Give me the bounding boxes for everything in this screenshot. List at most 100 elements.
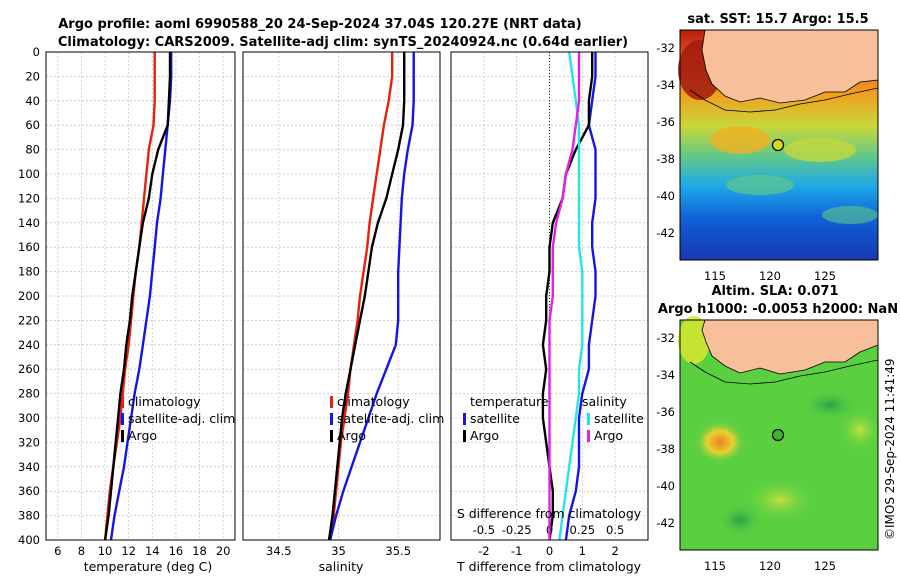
sla-map <box>678 316 882 551</box>
sla-isobath <box>689 359 879 385</box>
map-lat-label: -34 <box>656 368 675 382</box>
x-tick-label: 10 <box>98 544 113 558</box>
x-tick-label: 0 <box>546 544 553 558</box>
series-line-satellite-adj-clim <box>109 52 173 541</box>
plot-frame <box>242 51 441 541</box>
map-lon-label: 115 <box>704 269 726 283</box>
legend-label-climatology: climatology <box>337 394 410 409</box>
difference-xlabel: T difference from climatology <box>456 559 642 574</box>
map-lat-label: -32 <box>656 331 675 345</box>
sst-mid-patch <box>822 206 878 224</box>
legend-swatch-climatology <box>330 396 333 408</box>
legend-title-temperature: temperature <box>470 394 549 409</box>
sst-map-ticks: 115 120 125 -32 -34 -36 -38 -40 -42 <box>656 41 836 283</box>
sst-map <box>678 29 879 261</box>
legend-swatch-argo <box>121 430 124 442</box>
salinity-diff-tick-label: -0.5 <box>473 523 495 537</box>
x-tick-label: 6 <box>54 544 61 558</box>
x-tick-label: 8 <box>78 544 85 558</box>
x-tick-label: 2 <box>612 544 619 558</box>
temperature-legend: climatology satellite-adj. clim Argo <box>121 394 235 443</box>
sst-map-frame <box>679 29 879 261</box>
y-tick-label: 160 <box>18 240 40 254</box>
sst-isobath <box>689 87 879 113</box>
sst-land <box>701 29 879 104</box>
map-lat-label: -42 <box>656 516 675 530</box>
map-lat-label: -36 <box>656 115 675 129</box>
x-tick-label: 35.5 <box>385 544 411 558</box>
legend-label-s-satellite: satellite <box>594 411 644 426</box>
plot-frame <box>450 51 649 541</box>
salinity-panel: 34.5 35 35.5 <box>242 51 441 558</box>
figure-title-line1: Argo profile: aoml 6990588_20 24-Sep-202… <box>58 17 582 32</box>
legend-label-s-argo: Argo <box>594 428 623 443</box>
legend-label-t-satellite: satellite <box>470 411 520 426</box>
y-tick-label: 340 <box>18 460 40 474</box>
y-tick-label: 300 <box>18 411 40 425</box>
map-lat-label: -32 <box>656 41 675 55</box>
legend-label-t-argo: Argo <box>470 428 499 443</box>
legend-title-salinity: salinity <box>582 394 627 409</box>
y-tick-label: 200 <box>18 289 40 303</box>
credit-text: ©IMOS 29-Sep-2024 11:41:49 <box>883 358 897 540</box>
map-lon-label: 115 <box>704 559 726 573</box>
map-lat-label: -40 <box>656 189 675 203</box>
sla-map-ticks: 115 120 125 -32 -34 -36 -38 -40 -42 <box>656 331 836 573</box>
map-lon-label: 120 <box>759 559 781 573</box>
series-line-s-argo <box>548 52 581 540</box>
y-tick-label: 40 <box>25 94 40 108</box>
legend-swatch-t-argo <box>463 430 466 442</box>
sla-map-frame <box>679 319 879 551</box>
sla-float-marker <box>771 428 785 442</box>
salinity-diff-tick-label: -0.25 <box>502 523 532 537</box>
difference-toplabel: S difference from climatology <box>457 506 642 521</box>
y-tick-label: 240 <box>18 338 40 352</box>
y-tick-label: 20 <box>25 69 40 83</box>
sla-map-title1: Altim. SLA: 0.071 <box>712 284 839 299</box>
sst-warm-patch <box>784 138 856 162</box>
x-tick-label: 35 <box>331 544 346 558</box>
x-tick-label: 14 <box>145 544 160 558</box>
x-tick-label: 1 <box>579 544 586 558</box>
y-tick-label: 220 <box>18 313 40 327</box>
sla-low-patch <box>800 389 860 421</box>
series-line-satellite-adj-clim <box>329 52 415 541</box>
y-tick-label: 360 <box>18 484 40 498</box>
x-tick-label: 34.5 <box>266 544 292 558</box>
map-lon-label: 125 <box>814 559 836 573</box>
y-tick-label: 180 <box>18 265 40 279</box>
difference-panel: -2 -1 0 1 2-0.5 -0.25 0 0.25 0.5 <box>450 51 649 558</box>
series-line-argo <box>327 52 406 541</box>
map-lat-label: -38 <box>656 152 675 166</box>
figure-title-line2: Climatology: CARS2009. Satellite-adj cli… <box>58 35 628 50</box>
y-tick-label: 280 <box>18 387 40 401</box>
legend-label-argo: Argo <box>337 428 366 443</box>
sst-float-marker <box>771 138 785 152</box>
y-tick-label: 120 <box>18 191 40 205</box>
legend-label-argo: Argo <box>128 428 157 443</box>
plot-frame <box>45 51 236 541</box>
map-lon-label: 120 <box>759 269 781 283</box>
legend-swatch-argo <box>330 430 333 442</box>
sla-high-patch <box>838 408 882 452</box>
legend-swatch-satellite <box>121 413 124 425</box>
map-lon-label: 125 <box>814 269 836 283</box>
legend-swatch-s-argo <box>587 430 590 442</box>
series-line-argo <box>103 52 172 541</box>
legend-label-climatology: climatology <box>128 394 201 409</box>
map-lat-label: -36 <box>656 405 675 419</box>
y-tick-label: 100 <box>18 167 40 181</box>
sla-map-title2: Argo h1000: -0.0053 h2000: NaN <box>658 302 898 317</box>
series-line-s-satellite <box>558 51 584 541</box>
y-tick-label: 400 <box>18 533 40 547</box>
legend-label-satellite: satellite-adj. clim <box>128 411 235 426</box>
y-tick-label: 320 <box>18 435 40 449</box>
difference-legend: temperature satellite Argo salinity sate… <box>463 394 644 443</box>
y-tick-label: 0 <box>33 45 40 59</box>
sst-warm-patch <box>710 126 770 154</box>
legend-swatch-s-satellite <box>587 413 590 425</box>
salinity-xlabel: salinity <box>319 559 364 574</box>
y-tick-label: 260 <box>18 362 40 376</box>
map-lat-label: -40 <box>656 479 675 493</box>
